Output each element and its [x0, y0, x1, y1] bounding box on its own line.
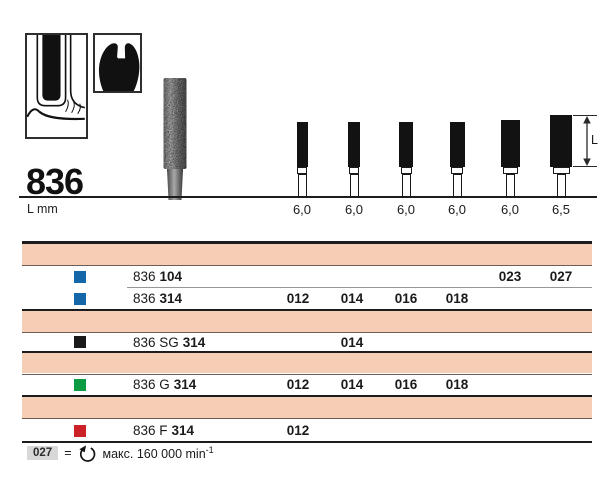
- table-rule: [22, 394, 592, 398]
- table-band-rule: [22, 418, 592, 420]
- length-value: 6,0: [396, 202, 416, 217]
- table-row: 836 G 314 012 014 016 018: [22, 375, 592, 395]
- length-value: 6,5: [551, 202, 571, 217]
- dimension-line-top: [573, 115, 597, 117]
- product-code: 836 314: [133, 289, 182, 309]
- table-row: 836 F 314 012: [22, 421, 592, 441]
- size-value: 027: [549, 269, 573, 284]
- table-row: 836 SG 314 014: [22, 334, 592, 351]
- table-rule: [22, 350, 592, 354]
- product-code: 836 G 314: [133, 375, 196, 395]
- bur-silhouette-shank: [556, 173, 566, 197]
- table-band: [22, 353, 592, 374]
- code-prefix: 836 G: [133, 377, 170, 392]
- row-divider: [127, 287, 592, 289]
- table-band-rule: [22, 265, 592, 267]
- figure-number: 836: [26, 161, 84, 202]
- series-color-swatch: [74, 292, 86, 305]
- series-color-swatch: [74, 424, 86, 437]
- bur-silhouette-head: [550, 115, 572, 167]
- size-value: 014: [340, 290, 364, 306]
- code-bold: 314: [171, 422, 195, 438]
- code-prefix: 836: [133, 290, 156, 306]
- size-value: 012: [286, 290, 310, 306]
- table-band-rule: [22, 332, 592, 334]
- bur-silhouette-head: [296, 122, 308, 167]
- size-value: 016: [394, 377, 418, 392]
- code-prefix: 836: [133, 269, 156, 284]
- dimension-line-bottom: [573, 166, 597, 168]
- code-bold: 314: [173, 377, 197, 392]
- table-row: 836 104 023 027: [22, 267, 592, 287]
- table-rule: [22, 440, 592, 444]
- table-row: 836 314 012 014 016 018: [22, 289, 592, 309]
- product-code: 836 F 314: [133, 421, 194, 441]
- code-bold: 314: [159, 290, 183, 306]
- bur-in-cavity-drawing: [27, 35, 85, 121]
- dimension-label: L: [591, 133, 598, 147]
- size-value: 012: [286, 377, 310, 392]
- bur-silhouette-shank: [297, 173, 307, 197]
- product-code: 836 SG 314: [133, 334, 205, 351]
- bur-silhouette-head: [449, 122, 465, 167]
- equals-sign: =: [64, 446, 72, 460]
- size-value: 012: [286, 422, 310, 438]
- table-band: [22, 243, 592, 266]
- max-speed-note: макс. 160 000 min-1: [103, 445, 214, 461]
- code-prefix: 836 SG: [133, 334, 179, 350]
- code-bold: 314: [182, 334, 206, 350]
- size-value: 018: [445, 290, 469, 306]
- length-value: 6,0: [292, 202, 312, 217]
- bur-silhouette-head: [399, 122, 413, 167]
- code-prefix: 836 F: [133, 422, 168, 438]
- bur-silhouette-shank: [349, 173, 359, 197]
- size-value: 018: [445, 377, 469, 392]
- max-speed-text: макс. 160 000 min: [102, 447, 206, 462]
- product-code: 836 104: [133, 267, 182, 287]
- bur-silhouette-head: [500, 120, 520, 167]
- application-cross-section-icon: [25, 33, 88, 139]
- speed-legend: 027 = макс. 160 000 min-1: [27, 444, 214, 462]
- size-value: 014: [340, 334, 364, 350]
- series-color-swatch: [74, 336, 86, 348]
- series-color-swatch: [74, 379, 86, 391]
- code-bold: 104: [159, 269, 183, 284]
- table-band: [22, 311, 592, 333]
- head-shape-icon: [93, 33, 142, 93]
- bur-silhouette-shank: [505, 173, 515, 197]
- bur-silhouette-head: [348, 122, 360, 167]
- size-ref-chip: 027: [27, 446, 59, 460]
- bur-silhouette-shank: [452, 173, 462, 197]
- rotation-speed-icon: [78, 444, 95, 462]
- size-value: 016: [394, 290, 418, 306]
- series-color-swatch: [74, 271, 86, 283]
- table-rule: [22, 308, 592, 312]
- bur-silhouette-shank: [401, 173, 411, 197]
- size-value: 023: [498, 269, 522, 284]
- table-rule: [22, 241, 592, 244]
- table-band-rule: [22, 373, 592, 375]
- length-value: 6,0: [344, 202, 364, 217]
- diamond-bur-photo: [163, 78, 187, 200]
- baseline-rule: [19, 196, 597, 198]
- length-value: 6,0: [447, 202, 467, 217]
- size-value: 014: [340, 377, 364, 392]
- max-speed-exponent: -1: [205, 444, 214, 455]
- table-band: [22, 397, 592, 419]
- length-value: 6,0: [500, 202, 520, 217]
- crown-profile-drawing: [98, 43, 140, 91]
- dimension-arrow-icon: [583, 116, 591, 166]
- length-unit-label: L mm: [27, 202, 58, 216]
